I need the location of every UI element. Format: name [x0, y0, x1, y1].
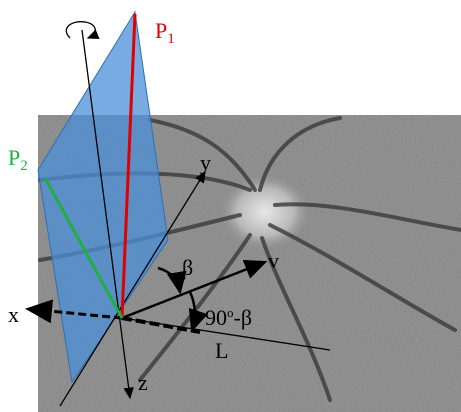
y-label: y — [200, 150, 211, 175]
p1-label: P1 — [155, 18, 175, 47]
p2-label: P2 — [8, 145, 28, 174]
z-label: z — [138, 370, 148, 395]
x-label: x — [8, 302, 19, 327]
v-label: v — [268, 248, 279, 273]
rotation-arrow — [66, 22, 95, 38]
diagram: P1 P2 y v β x 90o-β L z — [0, 0, 461, 412]
l-label: L — [215, 338, 228, 363]
beta-label: β — [182, 255, 193, 280]
